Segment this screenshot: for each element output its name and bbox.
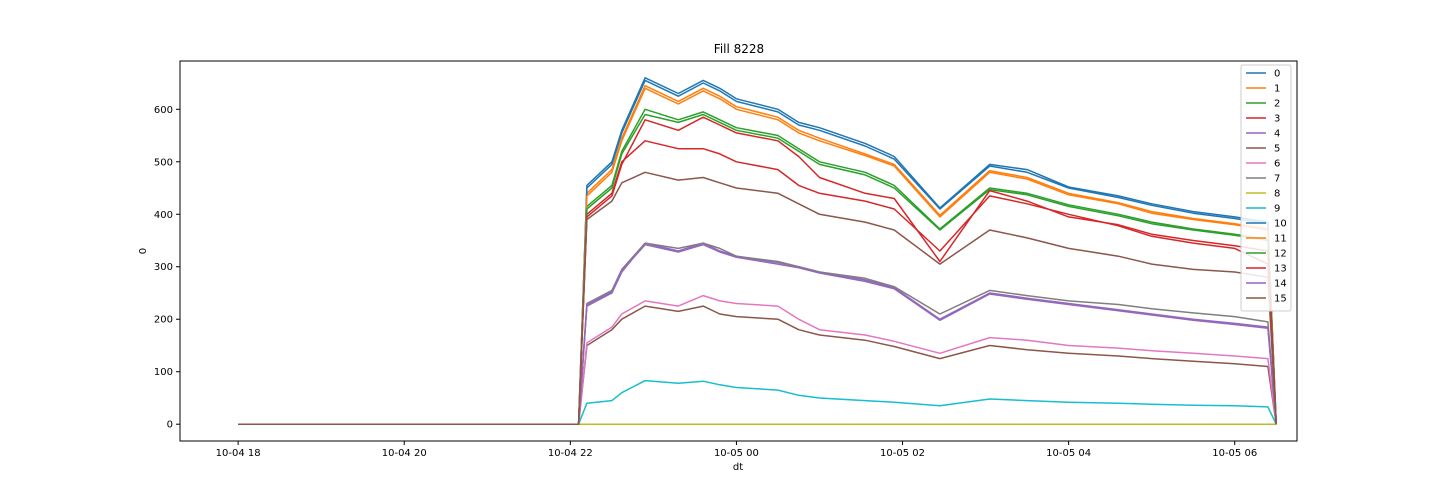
x-tick-label: 10-05 06 <box>1212 448 1257 459</box>
y-axis-label: 0 <box>138 248 149 254</box>
plot-frame <box>179 60 1298 442</box>
plot-area <box>238 77 1277 425</box>
x-axis-label: dt <box>733 462 743 473</box>
legend-label: 3 <box>1274 114 1280 125</box>
legend-label: 7 <box>1274 174 1280 185</box>
series-line-13 <box>238 116 1277 425</box>
series-line-14 <box>238 243 1277 425</box>
x-tick-label: 10-04 18 <box>216 448 261 459</box>
legend-label: 9 <box>1274 204 1280 215</box>
series-line-1 <box>238 84 1277 425</box>
legend-label: 2 <box>1274 99 1280 110</box>
legend-label: 6 <box>1274 159 1280 170</box>
legend-label: 12 <box>1274 249 1287 260</box>
chart-title: Fill 8228 <box>714 42 764 56</box>
series-line-12 <box>238 113 1277 425</box>
legend-box <box>1240 64 1292 312</box>
legend-label: 0 <box>1274 69 1280 80</box>
legend-label: 10 <box>1274 219 1287 230</box>
legend-label: 4 <box>1274 129 1280 140</box>
series-line-3 <box>238 140 1277 425</box>
legend-label: 11 <box>1274 234 1287 245</box>
legend-label: 15 <box>1274 294 1287 305</box>
legend-label: 13 <box>1274 264 1287 275</box>
legend-label: 1 <box>1274 84 1280 95</box>
y-tick-label: 0 <box>167 420 173 431</box>
series-line-5 <box>238 305 1277 425</box>
series-line-9 <box>238 379 1277 425</box>
y-tick-label: 500 <box>154 157 173 168</box>
y-tick-label: 200 <box>154 315 173 326</box>
x-tick-label: 10-04 22 <box>548 448 593 459</box>
y-tick-label: 400 <box>154 210 173 221</box>
x-tick-label: 10-05 04 <box>1046 448 1091 459</box>
legend-label: 8 <box>1274 189 1280 200</box>
series-line-0 <box>238 77 1277 425</box>
series-line-15 <box>238 171 1277 425</box>
x-tick-label: 10-05 00 <box>714 448 759 459</box>
series-line-6 <box>238 294 1277 425</box>
y-tick-label: 600 <box>154 105 173 116</box>
y-tick-label: 300 <box>154 262 173 273</box>
x-tick-label: 10-05 02 <box>880 448 925 459</box>
y-tick-label: 100 <box>154 367 173 378</box>
y-axis: 0 100 200 300 400 500 600 <box>154 105 180 431</box>
legend-label: 5 <box>1274 144 1280 155</box>
x-axis: 10-04 18 10-04 20 10-04 22 10-05 00 10-05 02… <box>216 441 1257 459</box>
series-line-2 <box>238 108 1277 425</box>
x-tick-label: 10-04 20 <box>382 448 427 459</box>
series-line-7 <box>238 242 1277 425</box>
series-line-11 <box>238 87 1277 425</box>
legend-label: 14 <box>1274 279 1287 290</box>
series-line-10 <box>238 79 1277 425</box>
